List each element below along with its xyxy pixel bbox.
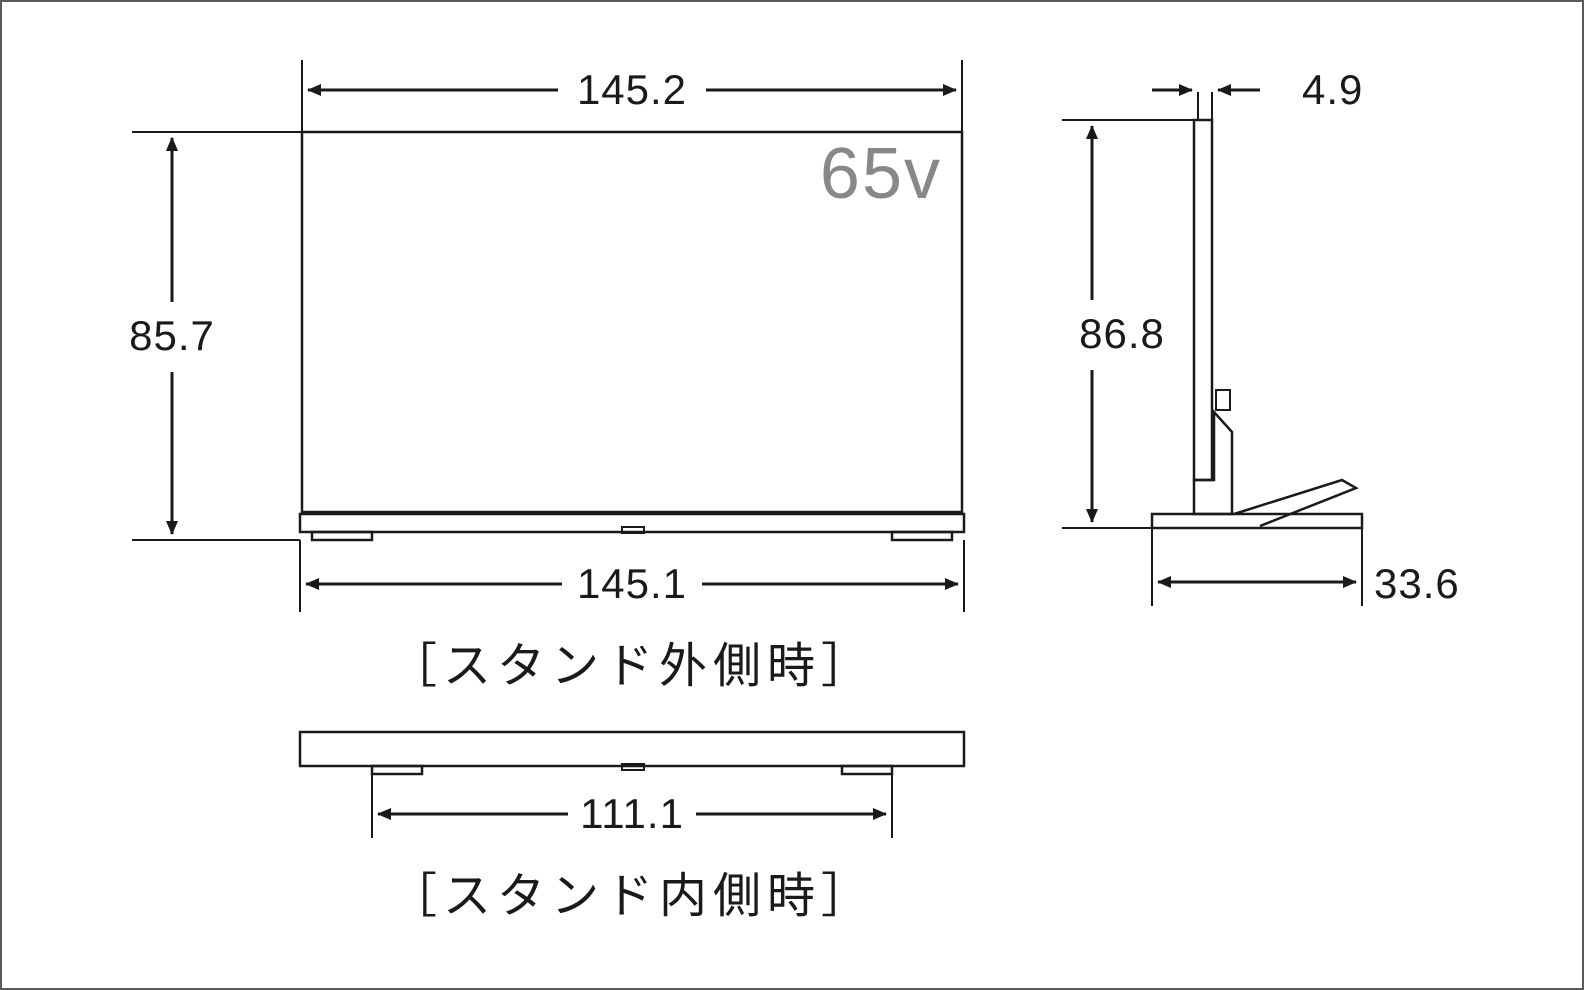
- outer-stand-label: ［スタンド外側時］: [389, 640, 875, 693]
- center-notch: [622, 527, 644, 533]
- side-base-plate: [1152, 514, 1362, 528]
- side-port: [1216, 390, 1230, 410]
- dim-in-val: 111.1: [580, 790, 684, 837]
- inner-stand-label: ［スタンド内側時］: [389, 870, 875, 923]
- dim-depth-val: 4.9: [1302, 66, 1363, 113]
- model-label: 65v: [820, 134, 942, 214]
- dim-sh-val: 86.8: [1079, 310, 1165, 357]
- side-panel: [1194, 120, 1212, 480]
- plan-foot-ll: [372, 766, 422, 774]
- stand-foot-left: [312, 532, 372, 540]
- dim-bd-val: 33.6: [1374, 560, 1460, 607]
- dim-top-val: 145.2: [577, 66, 687, 113]
- side-foot-kick: [1234, 480, 1356, 526]
- plan-bar: [300, 732, 964, 766]
- dim-bot-val: 145.1: [577, 560, 687, 607]
- stand-foot-right: [892, 532, 952, 540]
- tv-front-base: [300, 514, 964, 532]
- plan-foot-rr: [842, 766, 892, 774]
- side-lower: [1194, 412, 1232, 514]
- dim-l-val: 85.7: [129, 312, 215, 359]
